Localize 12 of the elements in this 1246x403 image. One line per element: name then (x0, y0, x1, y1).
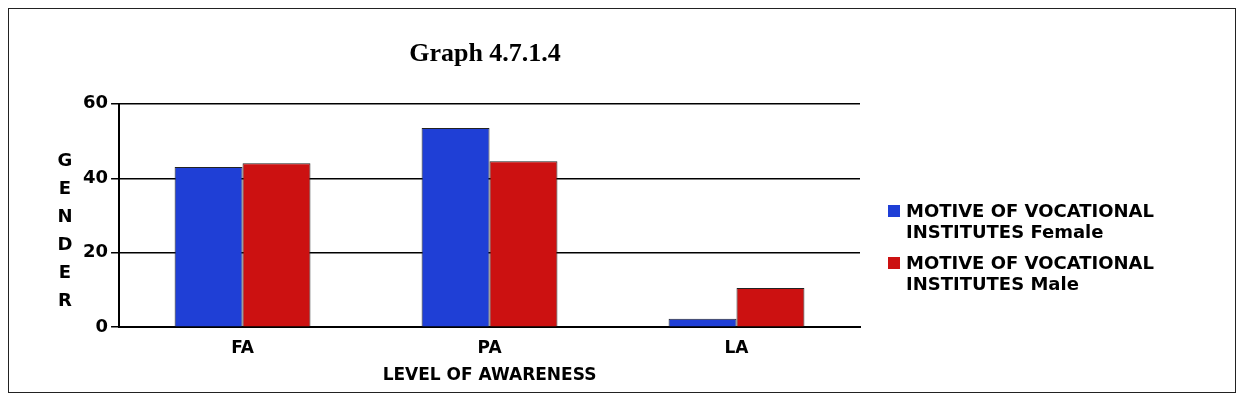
legend-label: MOTIVE OF VOCATIONAL INSTITUTES Female (906, 200, 1155, 242)
x-axis-title: LEVEL OF AWARENESS (382, 364, 597, 385)
x-tick-label: FA (231, 336, 255, 357)
y-tick-label: 0 (95, 314, 109, 336)
x-tick-label: PA (477, 336, 503, 357)
x-tick-label: LA (724, 336, 750, 357)
legend-label: MOTIVE OF VOCATIONAL INSTITUTES Male (906, 252, 1155, 294)
y-tick-label: 60 (82, 91, 109, 113)
y-axis-title: GENDER (56, 148, 74, 312)
y-tick-label: 40 (82, 165, 109, 187)
y-tick-label: 20 (82, 240, 109, 262)
chart-title: Graph 4.7.1.4 (408, 38, 562, 68)
